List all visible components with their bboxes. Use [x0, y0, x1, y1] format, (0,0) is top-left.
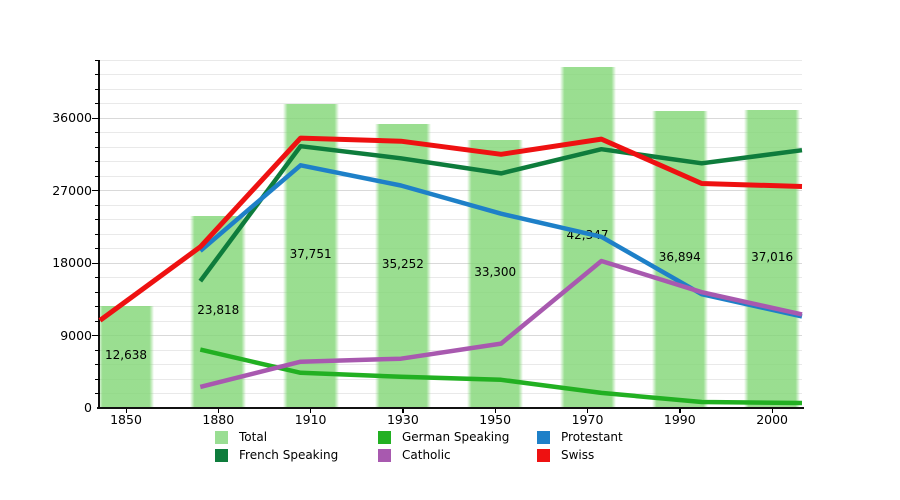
y-axis-tick — [95, 88, 100, 90]
major-gridline — [100, 117, 802, 119]
y-axis-tick — [95, 204, 100, 206]
legend-swatch-total — [215, 430, 228, 444]
legend-swatch-catholic — [378, 448, 391, 462]
y-axis-tick — [95, 146, 100, 148]
minor-gridline — [100, 88, 802, 90]
y-axis-label: 27000 — [52, 182, 92, 198]
legend-label: Swiss — [561, 448, 595, 462]
minor-gridline — [100, 59, 802, 61]
y-axis-label: 0 — [84, 400, 92, 415]
legend-label: French Speaking — [239, 448, 339, 462]
legend-swatch-german-speaking — [378, 430, 391, 444]
y-axis-tick — [92, 190, 100, 192]
x-axis-tick — [679, 409, 681, 413]
legend-item: Catholic — [378, 448, 451, 462]
y-axis-tick — [92, 335, 100, 337]
legend-item: French Speaking — [215, 448, 338, 462]
y-axis-tick — [95, 132, 100, 134]
y-axis-tick — [95, 320, 100, 322]
legend-swatch-protestant — [537, 430, 550, 444]
y-axis-tick — [95, 277, 100, 279]
x-axis-label: 1990 — [663, 412, 696, 427]
legend-swatch-swiss — [537, 448, 550, 462]
x-axis-label: 1930 — [386, 412, 419, 427]
minor-gridline — [100, 103, 802, 104]
legend-item: Swiss — [537, 448, 594, 462]
y-axis-tick — [95, 59, 100, 61]
y-axis-tick — [95, 233, 100, 235]
x-axis-label: 1950 — [479, 412, 512, 427]
y-axis-tick — [95, 393, 100, 395]
legend-label: Protestant — [561, 430, 623, 444]
x-axis-tick — [402, 409, 404, 413]
y-axis-tick — [95, 175, 100, 177]
x-axis — [97, 407, 804, 409]
total-bar — [98, 306, 154, 408]
x-axis-tick — [771, 409, 773, 413]
legend-label: German Speaking — [402, 430, 510, 444]
y-axis-tick — [92, 117, 100, 119]
y-axis-tick — [95, 349, 100, 351]
bar-value-label: 12,638 — [105, 348, 147, 363]
y-axis-tick — [95, 74, 100, 76]
y-axis-tick — [95, 103, 100, 105]
legend-item: Total — [215, 430, 267, 444]
legend-label: Catholic — [402, 448, 451, 462]
x-axis-label: 1880 — [202, 412, 235, 427]
x-axis-label: 1910 — [294, 412, 327, 427]
y-axis-tick — [95, 364, 100, 366]
x-axis-label: 1970 — [571, 412, 604, 427]
x-axis-tick — [494, 409, 497, 413]
y-axis-label: 9000 — [60, 327, 92, 343]
minor-gridline — [100, 74, 802, 75]
x-axis-tick — [587, 409, 589, 413]
x-axis-tick — [125, 409, 127, 413]
y-axis-label: 18000 — [52, 255, 92, 270]
minor-gridline — [100, 132, 802, 133]
y-axis-tick — [95, 161, 100, 163]
x-axis-label: 1850 — [110, 412, 142, 427]
y-axis-tick — [92, 262, 100, 264]
y-axis-tick — [95, 378, 100, 380]
legend-swatch-french-speaking — [215, 448, 228, 462]
y-axis-tick — [95, 248, 100, 250]
legend-item: Protestant — [537, 430, 623, 444]
x-axis-tick — [217, 409, 220, 413]
y-axis-tick — [95, 219, 100, 221]
y-axis-tick — [95, 291, 100, 293]
y-axis-label: 36000 — [52, 110, 92, 125]
legend-item: German Speaking — [378, 430, 509, 444]
legend-label: Total — [239, 430, 268, 444]
x-axis-label: 2000 — [756, 412, 788, 427]
y-axis-tick — [95, 306, 100, 308]
x-axis-tick — [310, 409, 312, 413]
